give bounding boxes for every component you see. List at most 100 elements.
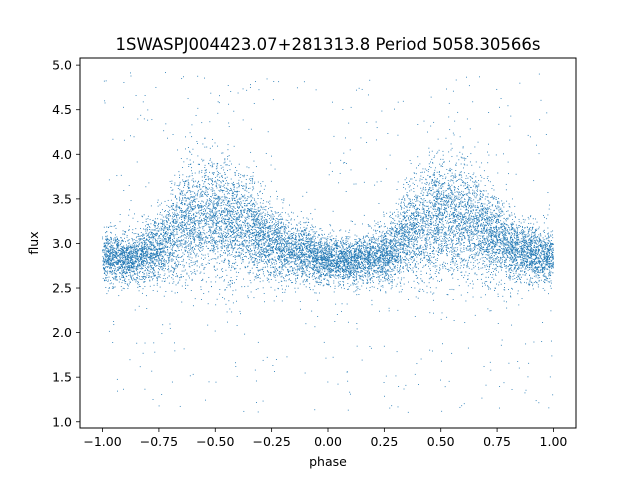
data-point [385, 270, 387, 272]
data-point [407, 183, 409, 185]
data-point [436, 232, 438, 234]
data-point [228, 198, 230, 199]
data-point [467, 234, 469, 236]
data-point [302, 217, 304, 219]
data-point [445, 176, 447, 178]
data-point [451, 156, 453, 158]
data-point [224, 237, 226, 239]
data-point [472, 296, 474, 298]
data-point [288, 226, 290, 228]
data-point [192, 161, 194, 163]
data-point [519, 251, 520, 253]
data-point [452, 180, 454, 182]
data-point [481, 274, 483, 276]
data-point [473, 250, 475, 251]
data-point [256, 242, 258, 244]
data-point [320, 281, 322, 283]
data-point [454, 262, 456, 264]
data-point [384, 251, 385, 253]
data-point [312, 273, 314, 275]
data-point [525, 255, 527, 257]
data-point [423, 234, 425, 236]
data-point [192, 209, 194, 211]
data-point [249, 252, 251, 254]
data-point [547, 281, 549, 283]
data-point [265, 228, 266, 230]
data-point [293, 232, 295, 234]
data-point [137, 283, 139, 285]
data-point [255, 251, 257, 253]
data-point [497, 172, 499, 174]
data-point [319, 255, 321, 257]
data-point [145, 255, 147, 257]
data-point [408, 219, 410, 221]
data-point [421, 227, 423, 229]
data-point [123, 251, 125, 253]
data-point [279, 250, 281, 252]
data-point [266, 220, 268, 222]
data-point [280, 218, 281, 220]
data-point [441, 278, 443, 280]
data-point [240, 226, 242, 228]
data-point [255, 254, 257, 256]
data-point [400, 248, 402, 250]
data-point [509, 253, 511, 255]
data-point [225, 223, 227, 225]
data-point [532, 250, 534, 252]
data-point [482, 242, 484, 244]
data-point [472, 231, 474, 233]
data-point [182, 260, 184, 262]
data-point [488, 220, 490, 222]
data-point [369, 255, 371, 257]
data-point [418, 215, 420, 217]
data-point [378, 248, 380, 250]
data-point [119, 253, 121, 255]
data-point [176, 202, 178, 204]
data-point [502, 253, 504, 255]
data-point [449, 160, 450, 162]
data-point [448, 201, 450, 203]
data-point [248, 222, 250, 224]
data-point [282, 250, 284, 251]
data-point [263, 221, 265, 223]
data-point [236, 207, 238, 208]
data-point [170, 251, 171, 253]
data-point [475, 246, 477, 248]
data-point [130, 251, 132, 253]
data-point [281, 285, 283, 287]
data-point [214, 228, 216, 230]
data-point [419, 291, 421, 293]
data-point [296, 230, 298, 232]
data-point [211, 242, 213, 244]
data-point [370, 347, 372, 349]
data-point [185, 246, 187, 248]
data-point [137, 271, 139, 273]
data-point [165, 242, 167, 244]
data-point [456, 237, 458, 239]
data-point [124, 283, 126, 284]
data-point [128, 255, 130, 256]
data-point [438, 171, 440, 172]
data-point [305, 274, 307, 276]
data-point [486, 232, 488, 234]
data-point [192, 200, 194, 202]
data-point [136, 268, 137, 270]
data-point [252, 226, 254, 227]
data-point [300, 233, 302, 235]
data-point [156, 284, 158, 286]
data-point [350, 252, 352, 254]
data-point [185, 237, 187, 239]
data-point [336, 275, 338, 277]
data-point [205, 170, 207, 172]
data-point [268, 235, 270, 237]
data-point [336, 259, 338, 261]
data-point [491, 232, 493, 234]
data-point [230, 227, 232, 229]
data-point [435, 242, 437, 244]
data-point [293, 274, 295, 276]
data-point [172, 229, 174, 231]
data-point [414, 266, 416, 268]
data-point [550, 246, 552, 248]
data-point [234, 200, 236, 202]
data-point [435, 225, 437, 226]
